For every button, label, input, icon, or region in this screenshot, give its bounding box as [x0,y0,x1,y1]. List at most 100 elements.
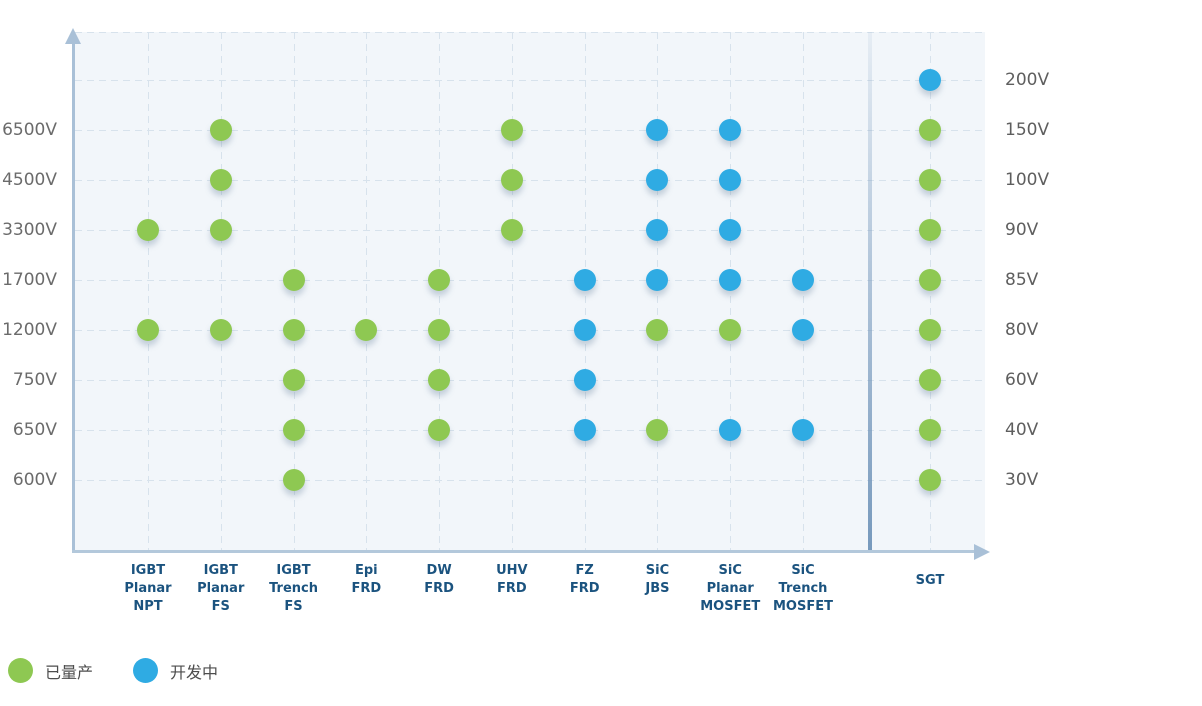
gridline-horizontal [75,180,985,181]
x-axis-label-line: FS [284,599,303,614]
data-point [919,69,941,91]
x-axis-label-line: IGBT [276,563,311,578]
gridline-vertical [930,32,931,552]
right-axis-label: 90V [1005,220,1039,240]
x-axis-label-line: Trench [269,581,318,596]
x-axis-label-line: FRD [497,581,527,596]
y-axis-label: 6500V [2,120,57,140]
x-axis-label-line: SiC [718,563,742,578]
gridline-horizontal [75,430,985,431]
x-axis-label-line: Planar [706,581,754,596]
legend-label: 已量产 [45,662,94,682]
data-point [646,269,669,291]
gridline-vertical [730,32,732,552]
plot-area [75,32,985,552]
gridline-horizontal [75,32,985,33]
gridline-horizontal [75,330,985,331]
data-point [137,319,159,341]
x-axis-label-line: FRD [569,581,600,596]
legend-item-development: 开发中 [133,658,218,683]
y-axis-line [72,42,75,552]
data-point [919,219,941,241]
data-point [919,419,941,441]
x-axis-label: UHV FRD [452,562,572,598]
gridline-vertical [657,32,659,552]
data-point [646,169,669,191]
data-point [500,119,523,141]
data-point [719,169,742,191]
x-axis-label-line: FRD [424,581,454,596]
data-point [719,319,742,341]
x-axis-label-line: Planar [197,581,245,596]
data-point [646,419,669,441]
data-point [646,219,669,241]
data-point [209,169,232,191]
y-axis-label: 600V [12,470,57,490]
legend: 已量产 开发中 [8,658,218,683]
data-point [282,269,305,291]
x-axis-label-line: MOSFET [773,599,833,614]
right-axis-label: 40V [1005,420,1039,440]
gridline-horizontal [75,380,985,381]
gridline-vertical [803,32,804,552]
legend-production-dot-icon [8,658,33,683]
y-axis-arrow-icon [65,28,81,44]
x-axis-line [72,550,978,553]
right-axis-label: 85V [1005,270,1039,290]
data-point [719,419,742,441]
data-point [646,119,669,141]
gridline-vertical [220,32,222,552]
gridline-horizontal [75,230,985,231]
x-axis-label-line: Planar [124,581,172,596]
legend-item-production: 已量产 [8,658,93,683]
x-axis-label-line: FS [211,599,230,614]
gridline-vertical [148,32,149,552]
gridline-vertical [584,32,586,552]
data-point [573,369,596,391]
right-axis-label: 200V [1005,70,1050,90]
x-axis-label: SiC JBS [597,562,717,598]
x-axis-label: SiC Trench MOSFET [743,562,863,616]
right-axis-label: 100V [1005,170,1050,190]
data-point [719,119,742,141]
y-axis-label: 1200V [2,320,57,340]
section-divider [868,32,872,552]
x-axis-label-line: IGBT [130,563,166,578]
data-point [209,119,232,141]
x-axis-label: IGBT Trench FS [234,562,354,616]
data-point [137,219,159,241]
data-point [646,319,669,341]
data-point [573,319,596,341]
data-point [282,419,305,441]
x-axis-label-line: NPT [133,599,163,614]
data-point [919,369,941,391]
x-axis-label-line: FZ [575,563,594,578]
data-point [919,269,941,291]
data-point [428,369,451,391]
x-axis-label-line: FRD [351,581,382,596]
data-point [919,169,941,191]
data-point [792,319,814,341]
y-axis-label: 1700V [2,270,57,290]
data-point [209,319,232,341]
x-axis-label-line: UHV [496,563,528,578]
data-point [719,219,742,241]
data-point [209,219,232,241]
x-axis-label: Epi FRD [306,562,426,598]
data-point [719,269,742,291]
data-point [428,269,451,291]
gridline-horizontal [75,480,985,481]
data-point [282,319,305,341]
gridline-horizontal [75,80,985,81]
x-axis-label-line: MOSFET [700,599,761,614]
data-point [792,419,814,441]
data-point [428,419,451,441]
data-point [573,269,596,291]
right-axis-label: 80V [1005,320,1039,340]
x-axis-label-line: SiC [791,563,815,578]
x-axis-label: FZ FRD [525,562,645,598]
x-axis-label-line: Epi [355,563,378,578]
gridline-vertical [511,32,513,552]
x-axis-label: SGT [870,562,990,590]
